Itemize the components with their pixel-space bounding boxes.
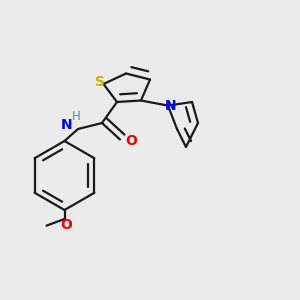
Text: N: N	[61, 118, 72, 132]
Text: N: N	[165, 99, 176, 112]
Text: S: S	[95, 76, 106, 89]
Text: H: H	[72, 110, 81, 123]
Text: O: O	[125, 134, 137, 148]
Text: O: O	[60, 218, 72, 232]
